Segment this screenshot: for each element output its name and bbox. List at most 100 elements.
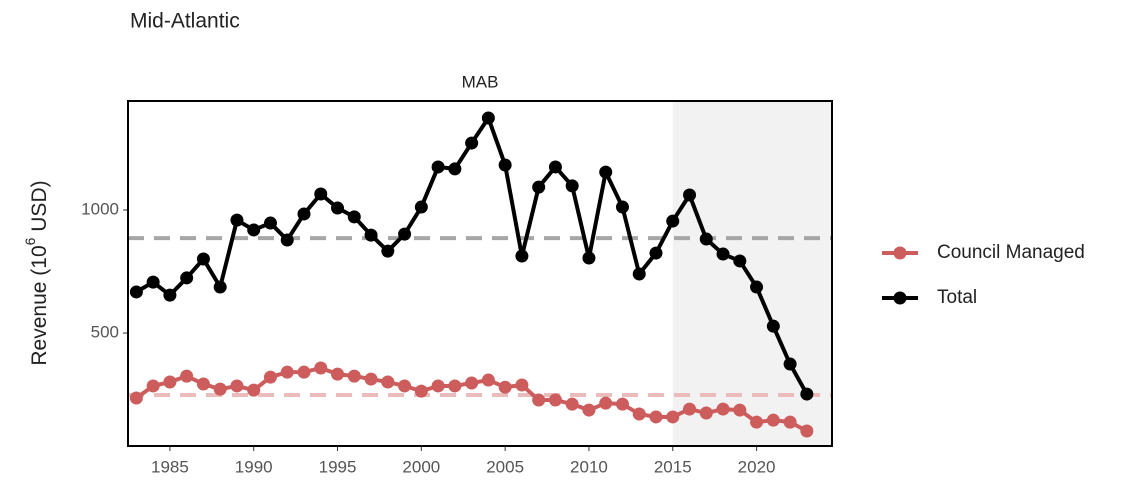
point (481, 111, 495, 125)
point (498, 158, 512, 172)
point (213, 280, 227, 294)
legend-label: Total (937, 287, 977, 308)
point (515, 249, 529, 263)
point (263, 216, 277, 230)
point (146, 379, 160, 393)
point (766, 319, 780, 333)
x-tick-label: 1995 (319, 457, 357, 476)
point (465, 136, 479, 150)
point (599, 165, 613, 179)
point (448, 379, 462, 393)
point (398, 379, 412, 393)
point (314, 361, 328, 375)
point (699, 406, 713, 420)
point (615, 200, 629, 214)
point (666, 214, 680, 228)
point (196, 377, 210, 391)
point (263, 370, 277, 384)
point (247, 223, 261, 237)
x-tick-label: 1990 (235, 457, 273, 476)
point (548, 160, 562, 174)
point (699, 232, 713, 246)
point (783, 415, 797, 429)
point (733, 254, 747, 268)
point (683, 402, 697, 416)
point (800, 424, 814, 438)
point (716, 402, 730, 416)
point (532, 393, 546, 407)
legend-key-point (893, 246, 907, 260)
point (532, 180, 546, 194)
point (548, 393, 562, 407)
point (750, 415, 764, 429)
point (649, 246, 663, 260)
point (599, 396, 613, 410)
point (297, 365, 311, 379)
point (481, 373, 495, 387)
plot-border (127, 100, 833, 447)
x-tick-label: 2005 (486, 457, 524, 476)
y-tick-label: 500 (91, 323, 119, 342)
point (280, 365, 294, 379)
point (683, 188, 697, 202)
point (800, 387, 814, 401)
point (297, 207, 311, 221)
point (465, 376, 479, 390)
point (783, 357, 797, 371)
point (129, 391, 143, 405)
point (750, 280, 764, 294)
x-tick-label: 2015 (654, 457, 692, 476)
x-tick-label: 2020 (738, 457, 776, 476)
y-tick-label: 1000 (81, 199, 119, 218)
point (364, 228, 378, 242)
y-axis-label: Revenue (106 USD) (22, 180, 51, 365)
point (632, 407, 646, 421)
point (331, 367, 345, 381)
point (381, 375, 395, 389)
y-label-part: USD) (28, 180, 51, 237)
chart-title: Mid-Atlantic (130, 10, 240, 33)
point (314, 187, 328, 201)
point (196, 252, 210, 266)
point (431, 160, 445, 174)
point (632, 267, 646, 281)
x-tick-label: 2010 (570, 457, 608, 476)
point (716, 247, 730, 261)
point (230, 379, 244, 393)
point (565, 179, 579, 193)
point (364, 372, 378, 386)
point (280, 233, 294, 247)
point (247, 383, 261, 397)
point (565, 397, 579, 411)
point (615, 397, 629, 411)
point (163, 375, 177, 389)
point (733, 403, 747, 417)
point (398, 227, 412, 241)
point (347, 369, 361, 383)
point (582, 403, 596, 417)
point (448, 162, 462, 176)
legend-label: Council Managed (937, 242, 1085, 263)
point (180, 271, 194, 285)
y-label-part: Revenue (10 (28, 245, 51, 365)
point (381, 244, 395, 258)
legend-key-point (893, 291, 907, 305)
point (146, 275, 160, 289)
y-label-sup: 6 (22, 237, 38, 245)
facet-label: MAB (462, 72, 499, 91)
point (414, 384, 428, 398)
point (180, 369, 194, 383)
point (649, 410, 663, 424)
point (498, 380, 512, 394)
point (666, 410, 680, 424)
point (431, 379, 445, 393)
x-tick-label: 2000 (402, 457, 440, 476)
point (230, 213, 244, 227)
point (414, 200, 428, 214)
point (766, 413, 780, 427)
point (347, 210, 361, 224)
point (213, 382, 227, 396)
x-tick-label: 1985 (151, 457, 189, 476)
point (331, 201, 345, 215)
